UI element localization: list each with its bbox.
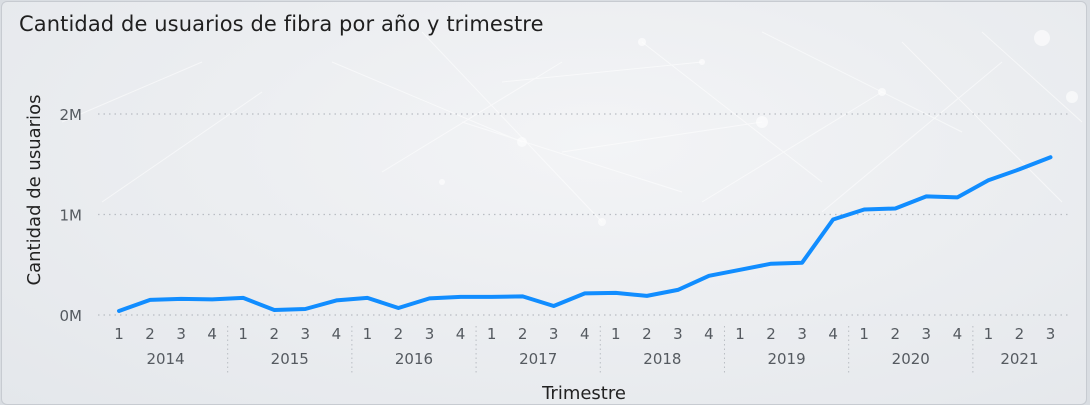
x-tick-label: 2 — [890, 325, 900, 343]
x-tick-label: 3 — [1046, 325, 1056, 343]
y-tick-label: 1M — [60, 207, 83, 225]
x-tick-label: 3 — [549, 325, 559, 343]
x-tick-label: 2 — [518, 325, 528, 343]
y-axis-label: Cantidad de usuarios — [24, 95, 45, 286]
y-tick-label: 2M — [60, 106, 83, 124]
year-label: 2018 — [643, 350, 681, 368]
year-label: 2015 — [271, 350, 309, 368]
year-label: 2017 — [519, 350, 557, 368]
x-tick-label: 2 — [642, 325, 652, 343]
x-tick-label: 1 — [984, 325, 994, 343]
x-tick-label: 1 — [735, 325, 745, 343]
x-tick-label: 1 — [114, 325, 124, 343]
x-axis-year-labels: 2014 2015 2016 2017 2018 2019 2020 2021 — [146, 326, 1039, 374]
x-tick-label: 2 — [145, 325, 155, 343]
x-tick-label: 2 — [766, 325, 776, 343]
x-tick-label: 4 — [456, 325, 466, 343]
year-label: 2020 — [892, 350, 930, 368]
x-tick-label: 4 — [704, 325, 714, 343]
x-tick-label: 1 — [611, 325, 621, 343]
series-lines — [117, 155, 1053, 313]
x-axis-label: Trimestre — [541, 383, 626, 404]
x-tick-label: 1 — [859, 325, 869, 343]
x-tick-label: 2 — [269, 325, 279, 343]
x-tick-label: 1 — [238, 325, 248, 343]
x-tick-label: 3 — [176, 325, 186, 343]
y-axis-ticks: 0M 1M 2M — [60, 106, 83, 325]
series-line — [117, 155, 1053, 313]
x-tick-label: 3 — [673, 325, 683, 343]
x-axis-quarter-ticks: 1 2 3 4 1 2 3 4 1 2 3 4 1 2 3 4 1 2 3 4 1 2 3 4 1 2 3 4 1 2 3 — [114, 325, 1055, 343]
x-tick-label: 2 — [394, 325, 404, 343]
x-tick-label: 3 — [797, 325, 807, 343]
x-tick-label: 4 — [828, 325, 838, 343]
x-tick-label: 1 — [487, 325, 497, 343]
x-tick-label: 2 — [1015, 325, 1025, 343]
year-label: 2019 — [767, 350, 805, 368]
year-label: 2016 — [395, 350, 433, 368]
x-tick-label: 4 — [580, 325, 590, 343]
x-tick-label: 4 — [953, 325, 963, 343]
x-tick-label: 3 — [922, 325, 932, 343]
x-tick-label: 1 — [363, 325, 373, 343]
year-label: 2014 — [146, 350, 184, 368]
x-tick-label: 4 — [207, 325, 217, 343]
x-tick-label: 3 — [301, 325, 311, 343]
x-tick-label: 3 — [425, 325, 435, 343]
x-tick-label: 4 — [332, 325, 342, 343]
y-tick-label: 0M — [60, 307, 83, 325]
year-label: 2021 — [1000, 350, 1038, 368]
grid-lines — [98, 113, 1068, 316]
chart-title: Cantidad de usuarios de fibra por año y … — [19, 12, 544, 36]
